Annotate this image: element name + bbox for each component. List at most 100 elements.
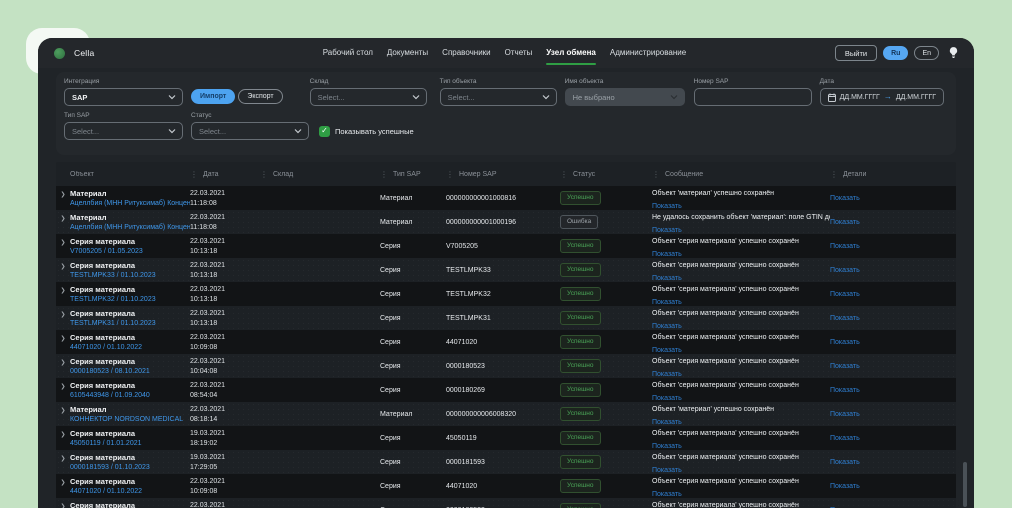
import-button[interactable]: Импорт bbox=[191, 89, 235, 104]
table-row: ❯ Материал Ацеллбия (МНН Ритуксимаб) Кон… bbox=[56, 186, 956, 210]
object-type-select[interactable]: Select... bbox=[440, 88, 557, 106]
row-expand-icon[interactable]: ❯ bbox=[60, 264, 65, 270]
object-link[interactable]: TESTLMPK33 / 01.10.2023 bbox=[70, 271, 190, 281]
object-link[interactable]: КОННЕКТОР NORDSON MEDICAL bbox=[70, 415, 190, 425]
column-separator-icon: ⋮ bbox=[830, 170, 838, 179]
details-show-link[interactable]: Показать bbox=[830, 243, 860, 250]
lang-en-button[interactable]: En bbox=[914, 46, 939, 60]
object-link[interactable]: Ацеллбия (МНН Ритуксимаб) Концентр bbox=[70, 223, 190, 233]
details-show-link[interactable]: Показать bbox=[830, 267, 860, 274]
column-header[interactable]: ⋮ Склад bbox=[260, 170, 380, 179]
nav-item[interactable]: Рабочий стол bbox=[323, 38, 373, 68]
message-show-link[interactable]: Показать bbox=[652, 442, 682, 451]
details-show-link[interactable]: Показать bbox=[830, 315, 860, 322]
message-show-link[interactable]: Показать bbox=[652, 346, 682, 355]
details-show-link[interactable]: Показать bbox=[830, 339, 860, 346]
vertical-scrollbar[interactable] bbox=[963, 462, 967, 507]
warehouse-cell bbox=[260, 282, 380, 306]
row-message: Не удалось сохранить объект 'материал': … bbox=[652, 213, 830, 223]
message-show-link[interactable]: Показать bbox=[652, 322, 682, 331]
nav-item[interactable]: Администрирование bbox=[610, 38, 686, 68]
row-expand-icon[interactable]: ❯ bbox=[60, 288, 65, 294]
column-header[interactable]: ⋮ Номер SAP bbox=[446, 170, 560, 179]
message-show-link[interactable]: Показать bbox=[652, 466, 682, 475]
row-expand-icon[interactable]: ❯ bbox=[60, 408, 65, 414]
date-value: 22.03.2021 bbox=[190, 285, 260, 295]
object-link[interactable]: Ацеллбия (МНН Ритуксимаб) Концентр bbox=[70, 199, 190, 209]
object-name-select[interactable]: Не выбрано bbox=[565, 88, 685, 106]
message-show-link[interactable]: Показать bbox=[652, 394, 682, 403]
object-link[interactable]: 0000180523 / 08.10.2021 bbox=[70, 367, 190, 377]
row-expand-icon[interactable]: ❯ bbox=[60, 336, 65, 342]
nav-item[interactable]: Отчеты bbox=[505, 38, 533, 68]
warehouse-select[interactable]: Select... bbox=[310, 88, 427, 106]
object-link[interactable]: TESTLMPK32 / 01.10.2023 bbox=[70, 295, 190, 305]
show-success-checkbox[interactable]: ✓ bbox=[319, 126, 330, 137]
sap-number-cell: TESTLMPK32 bbox=[446, 282, 560, 306]
sap-number-label: Номер SAP bbox=[694, 78, 812, 85]
date-range-input[interactable]: ДД.ММ.ГГГГ → ДД.ММ.ГГГГ bbox=[820, 88, 944, 106]
message-show-link[interactable]: Показать bbox=[652, 274, 682, 283]
object-link[interactable]: 44071020 / 01.10.2022 bbox=[70, 487, 190, 497]
sap-number-input[interactable] bbox=[702, 93, 804, 102]
details-show-link[interactable]: Показать bbox=[830, 363, 860, 370]
details-show-link[interactable]: Показать bbox=[830, 219, 860, 226]
message-show-link[interactable]: Показать bbox=[652, 490, 682, 499]
export-button[interactable]: Экспорт bbox=[238, 89, 282, 104]
details-show-link[interactable]: Показать bbox=[830, 435, 860, 442]
lang-ru-button[interactable]: Ru bbox=[883, 46, 908, 60]
column-header[interactable]: ⋮ Тип SAP bbox=[380, 170, 446, 179]
details-show-link[interactable]: Показать bbox=[830, 459, 860, 466]
date-cell: 22.03.2021 bbox=[190, 498, 260, 508]
row-expand-icon[interactable]: ❯ bbox=[60, 504, 65, 508]
object-title: Серия материала bbox=[70, 429, 190, 439]
message-show-link[interactable]: Показать bbox=[652, 202, 682, 211]
nav-item[interactable]: Узел обмена bbox=[546, 38, 596, 68]
row-expand-icon[interactable]: ❯ bbox=[60, 192, 65, 198]
object-link[interactable]: TESTLMPK31 / 01.10.2023 bbox=[70, 319, 190, 329]
logout-button[interactable]: Выйти bbox=[835, 45, 877, 61]
details-show-link[interactable]: Показать bbox=[830, 291, 860, 298]
column-header[interactable]: ⋮ Статус bbox=[560, 170, 652, 179]
row-expand-icon[interactable]: ❯ bbox=[60, 432, 65, 438]
message-show-link[interactable]: Показать bbox=[652, 250, 682, 259]
nav-item[interactable]: Документы bbox=[387, 38, 428, 68]
object-link[interactable]: 44071020 / 01.10.2022 bbox=[70, 343, 190, 353]
column-header-label: Детали bbox=[843, 171, 866, 178]
column-header[interactable]: ⋮ Детали bbox=[830, 170, 946, 179]
date-value: 22.03.2021 bbox=[190, 237, 260, 247]
row-expand-icon[interactable]: ❯ bbox=[60, 216, 65, 222]
column-header[interactable]: ⋮ Дата bbox=[190, 170, 260, 179]
row-expand-icon[interactable]: ❯ bbox=[60, 240, 65, 246]
message-show-link[interactable]: Показать bbox=[652, 226, 682, 235]
row-expand-icon[interactable]: ❯ bbox=[60, 360, 65, 366]
row-expand-icon[interactable]: ❯ bbox=[60, 480, 65, 486]
nav-item-label: Администрирование bbox=[610, 48, 686, 57]
message-show-link[interactable]: Показать bbox=[652, 418, 682, 427]
details-show-link[interactable]: Показать bbox=[830, 483, 860, 490]
object-link[interactable]: 45050119 / 01.01.2021 bbox=[70, 439, 190, 449]
integration-select[interactable]: SAP bbox=[64, 88, 183, 106]
details-show-link[interactable]: Показать bbox=[830, 387, 860, 394]
object-title: Серия материала bbox=[70, 261, 190, 271]
warehouse-cell bbox=[260, 450, 380, 474]
column-header[interactable]: ⋮ Объект bbox=[70, 171, 190, 178]
message-show-link[interactable]: Показать bbox=[652, 298, 682, 307]
object-link[interactable]: 6105443948 / 01.09.2040 bbox=[70, 391, 190, 401]
nav-item[interactable]: Справочники bbox=[442, 38, 490, 68]
status-select[interactable]: Select... bbox=[191, 122, 309, 140]
table-row: ❯ Материал КОННЕКТОР NORDSON MEDICAL 22.… bbox=[56, 402, 956, 426]
row-expand-icon[interactable]: ❯ bbox=[60, 384, 65, 390]
row-expand-icon[interactable]: ❯ bbox=[60, 456, 65, 462]
sap-type-select[interactable]: Select... bbox=[64, 122, 183, 140]
details-show-link[interactable]: Показать bbox=[830, 195, 860, 202]
message-show-link[interactable]: Показать bbox=[652, 370, 682, 379]
row-message: Объект 'серия материала' успешно сохранё… bbox=[652, 381, 830, 391]
details-show-link[interactable]: Показать bbox=[830, 411, 860, 418]
row-expand-icon[interactable]: ❯ bbox=[60, 312, 65, 318]
object-link[interactable]: V7005205 / 01.05.2023 bbox=[70, 247, 190, 257]
time-value: 17:29:05 bbox=[190, 463, 260, 473]
object-link[interactable]: 0000181593 / 01.10.2023 bbox=[70, 463, 190, 473]
column-header[interactable]: ⋮ Сообщение bbox=[652, 170, 830, 179]
theme-lightbulb-icon[interactable] bbox=[949, 47, 958, 59]
